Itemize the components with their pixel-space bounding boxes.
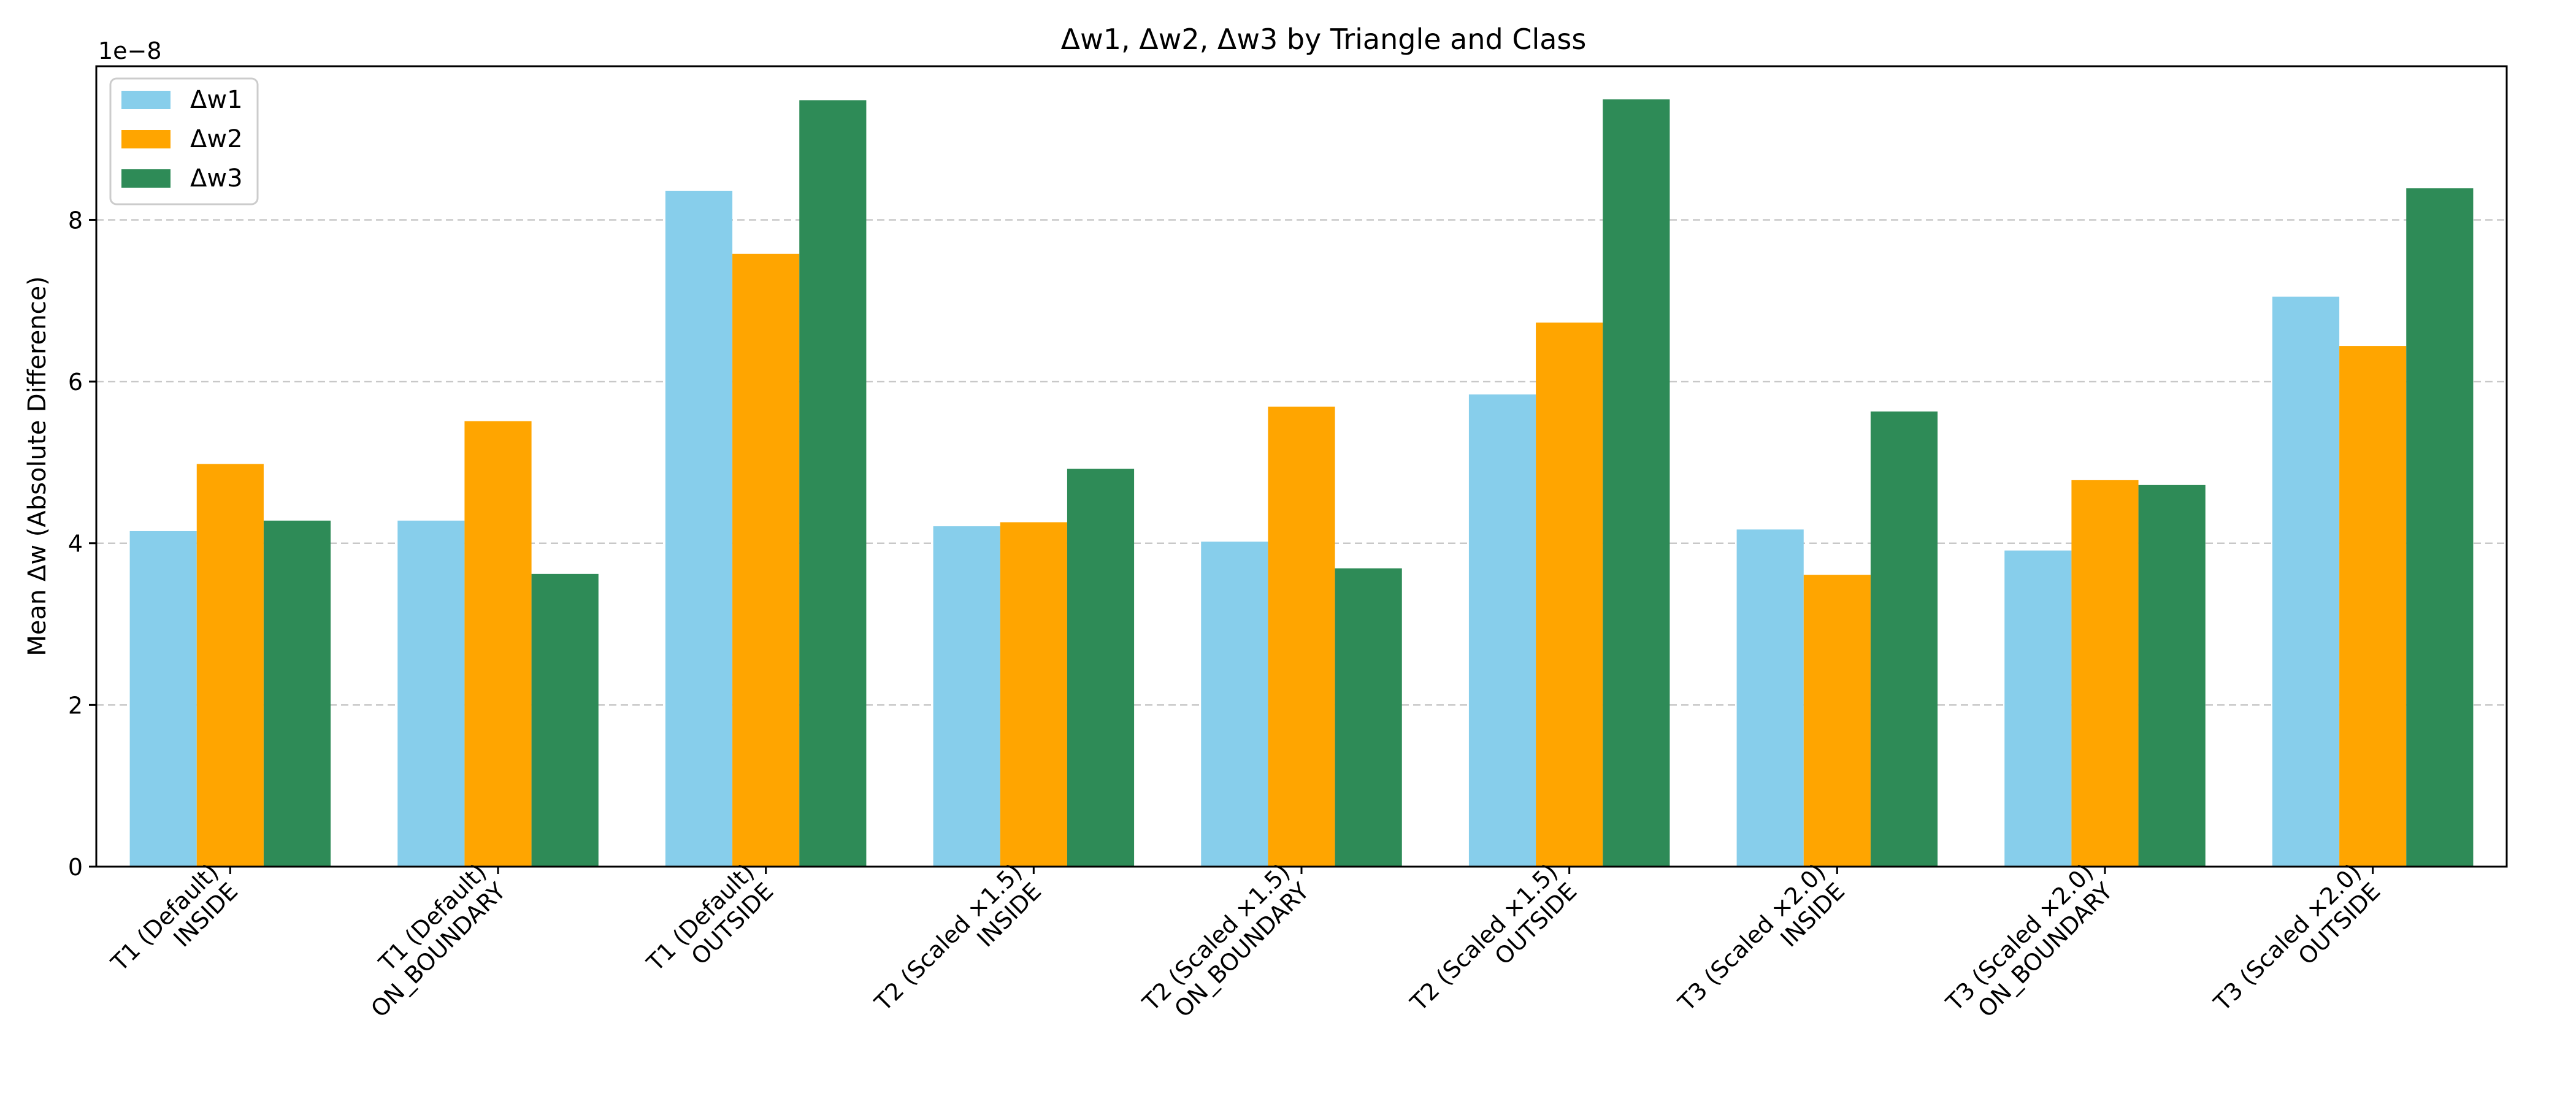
bar-Δw1-4: [1201, 542, 1268, 867]
x-tick-label: T3 (Scaled ×2.0)ON_BOUNDARY: [1941, 858, 2118, 1036]
x-tick-label: T3 (Scaled ×2.0)OUTSIDE: [2208, 859, 2385, 1036]
x-tick-label: T2 (Scaled ×1.5)ON_BOUNDARY: [1137, 858, 1315, 1036]
bar-Δw2-7: [2071, 480, 2139, 867]
bar-Δw1-7: [2004, 550, 2072, 867]
bar-Δw2-2: [732, 253, 800, 867]
x-tick-label: T3 (Scaled ×2.0)INSIDE: [1673, 859, 1850, 1036]
legend-label: Δw2: [190, 125, 243, 153]
y-tick-label: 4: [68, 531, 83, 558]
legend: Δw1 Δw2 Δw3: [109, 77, 259, 205]
bar-Δw3-0: [263, 520, 331, 867]
bar-Δw3-2: [799, 100, 867, 867]
y-tick-label: 8: [68, 207, 83, 234]
bar-Δw3-8: [2406, 188, 2474, 867]
x-tick-label-text: T3 (Scaled ×2.0)ON_BOUNDARY: [1941, 858, 2118, 1036]
bar-Δw2-1: [464, 421, 532, 867]
bar-Δw1-5: [1468, 394, 1536, 867]
bar-Δw2-6: [1803, 575, 1871, 867]
legend-label: Δw1: [190, 86, 243, 114]
bar-Δw3-5: [1603, 99, 1670, 867]
bar-Δw2-8: [2339, 346, 2407, 867]
y-axis-label: Mean Δw (Absolute Difference): [23, 276, 52, 656]
chart-title: Δw1, Δw2, Δw3 by Triangle and Class: [1061, 23, 1587, 56]
legend-swatch-Δw1: [121, 91, 171, 109]
bar-Δw3-4: [1335, 568, 1402, 867]
bar-Δw3-1: [531, 573, 599, 867]
bar-Δw1-3: [933, 526, 1000, 867]
bars: [129, 99, 2474, 867]
bar-Δw3-7: [2138, 485, 2206, 867]
y-tick-label: 6: [68, 369, 83, 396]
x-tick-label-text: T2 (Scaled ×1.5)OUTSIDE: [1405, 859, 1582, 1036]
x-tick-label: T1 (Default)ON_BOUNDARY: [347, 858, 511, 1023]
bar-Δw2-4: [1268, 406, 1335, 867]
legend-swatch-Δw3: [121, 169, 171, 188]
y-offset-text: 1e−8: [98, 37, 162, 64]
y-tick-label: 0: [68, 854, 83, 881]
x-tick-label: T1 (Default)INSIDE: [105, 859, 243, 996]
x-tick-label-text: T1 (Default)OUTSIDE: [641, 859, 778, 996]
legend-label: Δw3: [190, 164, 243, 193]
x-tick-label-text: T3 (Scaled ×2.0)OUTSIDE: [2208, 859, 2385, 1036]
bar-Δw2-3: [1000, 522, 1067, 867]
x-tick-label: T2 (Scaled ×1.5)INSIDE: [869, 859, 1046, 1036]
x-tick-label-text: T1 (Default)INSIDE: [105, 859, 243, 996]
bar-Δw1-6: [1736, 529, 1804, 867]
x-axis: T1 (Default)INSIDE T1 (Default)ON_BOUNDAR…: [105, 858, 2385, 1036]
x-tick-label-text: T3 (Scaled ×2.0)INSIDE: [1673, 859, 1850, 1036]
bar-Δw1-1: [397, 520, 465, 867]
x-tick-label-text: T2 (Scaled ×1.5)ON_BOUNDARY: [1137, 858, 1315, 1036]
x-tick-label-text: T1 (Default)ON_BOUNDARY: [347, 858, 511, 1022]
legend-swatch-Δw2: [121, 130, 171, 148]
y-axis: 0 2 4 6 8: [68, 207, 96, 881]
x-tick-label: T1 (Default)OUTSIDE: [641, 859, 778, 996]
bar-Δw1-2: [665, 191, 733, 867]
bar-Δw2-5: [1536, 322, 1603, 867]
bar-Δw2-0: [196, 464, 264, 867]
y-tick-label: 2: [68, 692, 83, 719]
bar-Δw1-8: [2272, 296, 2340, 867]
x-tick-label-text: T2 (Scaled ×1.5)INSIDE: [869, 859, 1046, 1036]
bar-Δw3-6: [1870, 411, 1938, 867]
bar-Δw1-0: [129, 531, 197, 867]
bar-Δw3-3: [1067, 469, 1135, 867]
x-tick-label: T2 (Scaled ×1.5)OUTSIDE: [1405, 859, 1582, 1036]
